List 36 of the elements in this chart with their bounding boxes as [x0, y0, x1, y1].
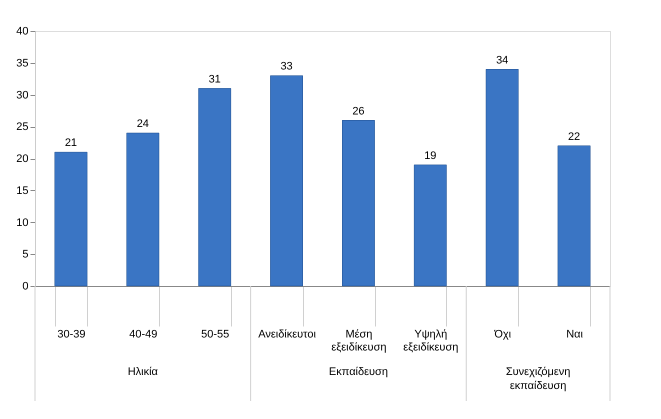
y-tick-label: 5	[22, 248, 28, 261]
data-label: 24	[136, 118, 149, 130]
text: Εκπαίδευση	[328, 366, 388, 378]
bar	[126, 132, 160, 286]
y-tick-label: 30	[16, 89, 28, 102]
x-tick-label: 30-39	[57, 328, 86, 340]
text: Συνεχιζόμενη εκπαίδευση	[506, 366, 570, 392]
bar	[558, 146, 590, 286]
data-label: 31	[208, 73, 221, 86]
data-label: 34	[496, 54, 508, 66]
x-tick-label: Όχι	[493, 328, 512, 340]
bar	[414, 164, 447, 286]
x-tick-label: Υψηλή εξειδίκευση	[403, 328, 458, 354]
text: Ηλικία	[128, 366, 159, 378]
y-tick-label: 40	[16, 26, 28, 38]
bar	[198, 88, 232, 286]
data-label: 22	[568, 130, 580, 143]
y-tick-label: 0	[22, 280, 28, 292]
x-tick-label: Μέση εξειδίκευση	[331, 328, 386, 354]
x-tick-label: 50-55	[201, 328, 230, 340]
bar	[342, 120, 375, 286]
data-label: 33	[280, 60, 293, 73]
y-tick-label: 10	[16, 216, 28, 229]
data-label: 21	[64, 137, 78, 150]
data-label: 19	[424, 150, 436, 162]
y-tick-label: 15	[16, 184, 28, 197]
y-tick-label: 20	[16, 153, 28, 165]
bar	[270, 75, 303, 286]
bar	[486, 69, 519, 286]
x-tick-label: 40-49	[129, 328, 158, 340]
bar	[54, 152, 88, 286]
y-tick-label: 25	[16, 121, 28, 134]
x-tick-label: Ανειδίκευτοι	[258, 328, 316, 340]
y-tick-label: 35	[16, 57, 28, 70]
data-label: 26	[352, 105, 365, 118]
x-tick-label: Ναι	[566, 328, 584, 340]
